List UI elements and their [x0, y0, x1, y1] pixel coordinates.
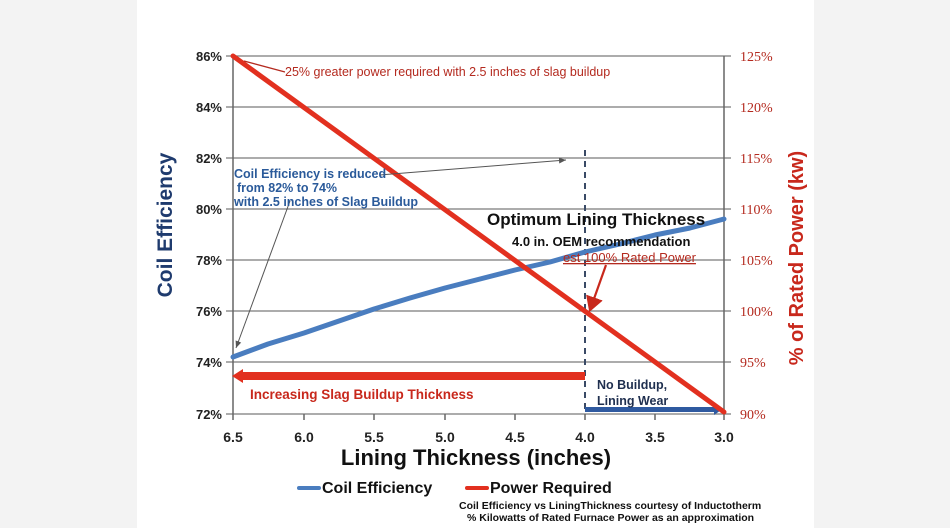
y-right-tick: 110%: [740, 203, 772, 218]
y-right-tick: 105%: [740, 254, 773, 269]
credit-line-2: % Kilowatts of Rated Furnace Power as an…: [467, 512, 754, 524]
y-tick: 72%: [196, 407, 222, 422]
legend-coil-label: Coil Efficiency: [322, 480, 432, 497]
x-tick: 5.0: [435, 429, 455, 445]
y-right-tick: 95%: [740, 356, 766, 371]
y-axis-right-title: % of Rated Power (kw): [786, 151, 808, 365]
chart-page: [137, 0, 814, 528]
x-tick: 3.5: [645, 429, 665, 445]
legend-power-label: Power Required: [490, 480, 612, 497]
x-axis-ticks: 6.5 6.0 5.5 5.0 4.5 4.0 3.5 3.0: [223, 429, 734, 445]
y-tick: 86%: [196, 49, 222, 64]
optimum-power-pointer: [586, 264, 608, 313]
y-tick: 76%: [196, 304, 222, 319]
y-tick: 80%: [196, 202, 222, 217]
y-axis-left-ticks: 86% 84% 82% 80% 78% 76% 74% 72%: [196, 49, 222, 422]
optimum-subtitle: 4.0 in. OEM recommendation: [512, 234, 690, 249]
y-axis-right-ticks: 125% 120% 115% 110% 105% 100% 95% 90%: [740, 50, 773, 423]
coil-annotation-pointer-74: [235, 200, 291, 349]
y-right-tick: 90%: [740, 408, 766, 423]
legend: Coil Efficiency Power Required: [297, 480, 612, 497]
x-tick: 6.5: [223, 429, 243, 445]
x-tick: 4.5: [505, 429, 525, 445]
x-axis-title: Lining Thickness (inches): [341, 445, 611, 470]
y-tick: 84%: [196, 100, 222, 115]
x-tick: 6.0: [294, 429, 314, 445]
slag-buildup-arrow: [232, 369, 585, 383]
y-right-tick: 115%: [740, 152, 772, 167]
y-right-tick: 120%: [740, 101, 773, 116]
no-buildup-label-1: No Buildup,: [597, 378, 667, 392]
no-buildup-label-2: Lining Wear: [597, 394, 668, 408]
y-tick: 82%: [196, 151, 222, 166]
legend-coil-swatch: [297, 486, 321, 490]
y-axis-left-title: Coil Efficiency: [154, 152, 177, 297]
x-tick: 4.0: [575, 429, 595, 445]
x-tick: 3.0: [714, 429, 734, 445]
coil-annotation-line-1: Coil Efficiency is reduced: [234, 167, 386, 181]
power-annotation: 25% greater power required with 2.5 inch…: [285, 65, 610, 79]
slag-buildup-label: Increasing Slag Buildup Thickness: [250, 387, 474, 402]
y-tick: 78%: [196, 253, 222, 268]
power-required-line: [230, 53, 727, 415]
coil-annotation-line-2: from 82% to 74%: [237, 181, 337, 195]
y-tick: 74%: [196, 355, 222, 370]
y-right-tick: 125%: [740, 50, 773, 65]
coil-annotation-pointer-82: [379, 157, 567, 176]
credit-line-1: Coil Efficiency vs LiningThickness court…: [459, 500, 761, 512]
optimum-power-note: est 100% Rated Power: [563, 250, 697, 265]
y-right-tick: 100%: [740, 305, 773, 320]
gridlines: [226, 55, 731, 415]
legend-power-swatch: [465, 486, 489, 490]
coil-annotation-line-3: with 2.5 inches of Slag Buildup: [233, 195, 418, 209]
optimum-title: Optimum Lining Thickness: [487, 210, 705, 229]
coil-efficiency-line: [230, 216, 727, 360]
x-tick: 5.5: [364, 429, 384, 445]
power-annotation-pointer: [243, 60, 286, 73]
